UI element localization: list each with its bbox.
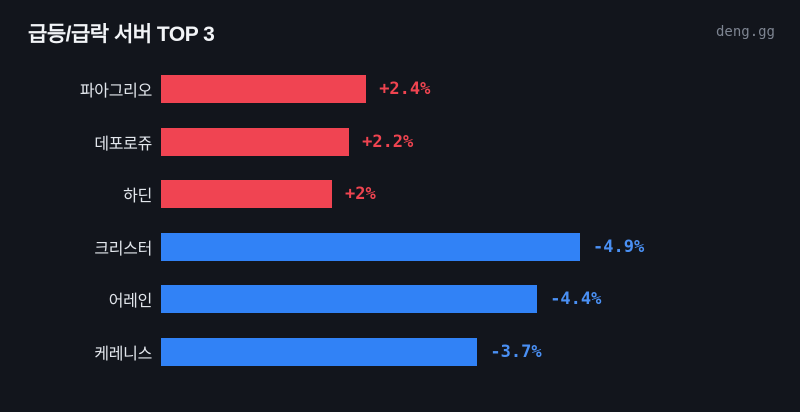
server-name-label: 케레니스 <box>94 345 152 363</box>
chart-row: 파아그리오 +2.4% <box>0 63 800 116</box>
chart-row: 어레인 -4.4% <box>0 273 800 326</box>
watermark-brand: deng.gg <box>715 24 775 40</box>
server-name-label: 크리스터 <box>94 240 152 258</box>
value-bar <box>161 232 580 261</box>
server-name-label: 어레인 <box>108 293 153 311</box>
value-label: +2.2% <box>362 131 414 152</box>
bar-area: -4.4% <box>161 285 800 314</box>
bar-area: -3.7% <box>161 337 800 366</box>
server-name-label: 파아그리오 <box>79 83 152 101</box>
value-bar <box>161 285 538 314</box>
server-name-label: 데포로쥬 <box>94 135 152 153</box>
value-bar <box>161 180 332 209</box>
chart-row: 케레니스 -3.7% <box>0 326 800 379</box>
bar-area: +2.2% <box>161 127 800 156</box>
chart-row: 크리스터 -4.9% <box>0 221 800 274</box>
chart-row: 하딘 +2% <box>0 168 800 221</box>
bar-area: +2% <box>161 180 800 209</box>
value-bar <box>161 127 350 156</box>
chart-row: 데포로쥬 +2.2% <box>0 116 800 169</box>
value-label: +2.4% <box>379 79 431 100</box>
value-bar <box>161 75 367 104</box>
value-label: -4.4% <box>550 289 602 310</box>
bar-chart: 파아그리오 +2.4% 데포로쥬 +2.2% 하딘 +2% 크리스터 -4.9%… <box>0 63 800 378</box>
bar-area: -4.9% <box>161 232 800 261</box>
value-bar <box>161 337 478 366</box>
value-label: -3.7% <box>490 341 542 362</box>
page-title: 급등/급락 서버 TOP 3 <box>28 23 215 46</box>
value-label: -4.9% <box>593 236 645 257</box>
value-label: +2% <box>345 184 376 205</box>
server-name-label: 하딘 <box>123 188 152 206</box>
bar-area: +2.4% <box>161 75 800 104</box>
